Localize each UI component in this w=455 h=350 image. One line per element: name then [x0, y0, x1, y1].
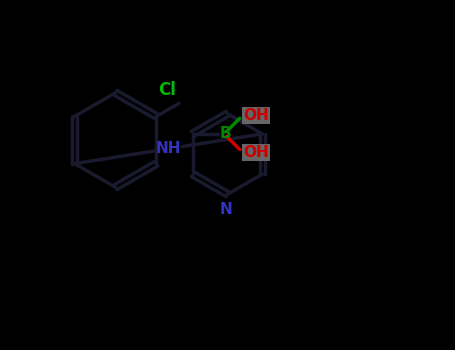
Text: B: B	[220, 126, 232, 141]
Text: OH: OH	[243, 145, 269, 160]
Text: NH: NH	[156, 141, 181, 156]
Text: N: N	[219, 202, 232, 217]
Text: Cl: Cl	[158, 81, 176, 99]
Text: OH: OH	[243, 108, 269, 123]
